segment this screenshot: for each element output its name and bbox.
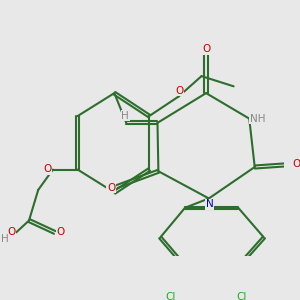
Text: Cl: Cl (166, 292, 176, 300)
Text: NH: NH (250, 114, 265, 124)
Text: O: O (43, 164, 52, 174)
Text: O: O (292, 160, 300, 170)
Text: O: O (57, 227, 65, 237)
Text: O: O (202, 44, 210, 55)
Text: O: O (175, 86, 183, 96)
Text: H: H (121, 111, 129, 121)
Text: Cl: Cl (236, 292, 247, 300)
Text: O: O (7, 227, 15, 237)
Text: H: H (1, 234, 8, 244)
Text: N: N (206, 199, 213, 209)
Text: O: O (107, 183, 115, 193)
